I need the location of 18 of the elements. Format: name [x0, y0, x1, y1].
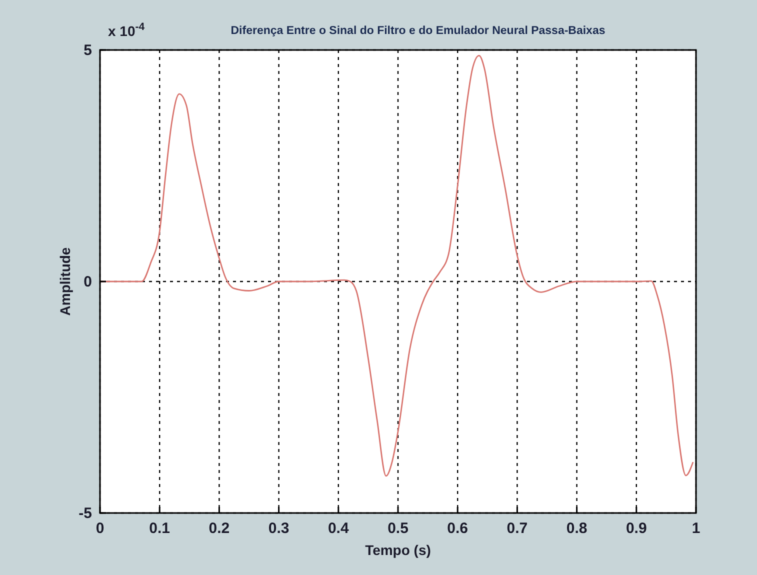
x-tick-label: 0.6 [447, 520, 468, 537]
x-tick-label: 0.9 [626, 520, 647, 537]
x-tick-label: 0 [96, 520, 104, 537]
y-tick-label: -5 [78, 505, 92, 522]
y-axis-title: Amplitude [57, 247, 73, 316]
x-tick-label: 0.8 [566, 520, 588, 537]
x-tick-label: 0.1 [149, 520, 170, 537]
chart-title: Diferença Entre o Sinal do Filtro e do Emulador Neural Passa-Baixas [230, 25, 606, 37]
x-tick-label: 0.2 [208, 520, 230, 537]
x-tick-label: 0.5 [388, 520, 408, 537]
x-tick-label: 0.7 [506, 520, 528, 537]
text: x 10$^{-4}$ [108, 21, 145, 39]
x-tick-label: 0.4 [328, 520, 350, 537]
y-tick-label: 5 [84, 42, 92, 59]
x-tick-label: 0.3 [268, 520, 290, 537]
x-tick-label: 1 [692, 520, 700, 537]
x-axis-title: Tempo (s) [365, 542, 431, 558]
y-tick-label: 0 [84, 274, 92, 290]
